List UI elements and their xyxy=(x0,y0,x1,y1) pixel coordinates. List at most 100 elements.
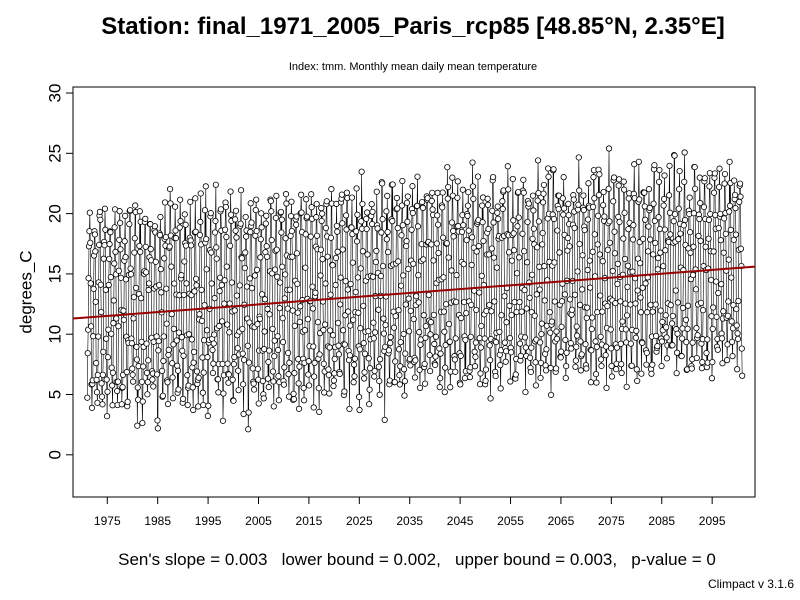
data-point xyxy=(321,321,329,328)
data-point xyxy=(314,318,322,326)
data-point xyxy=(274,333,281,340)
data-point xyxy=(542,367,550,374)
data-point xyxy=(551,259,558,266)
data-point xyxy=(97,216,104,223)
data-point xyxy=(643,361,650,368)
x-tick-label: 2005 xyxy=(245,514,272,528)
data-point xyxy=(308,204,315,211)
data-point xyxy=(327,234,335,241)
data-point xyxy=(99,371,106,378)
data-point xyxy=(342,278,349,285)
data-point xyxy=(361,375,368,382)
data-point xyxy=(409,183,416,190)
data-point xyxy=(380,315,387,322)
data-point xyxy=(681,178,688,186)
data-point xyxy=(354,274,361,281)
data-point xyxy=(396,372,403,379)
data-point xyxy=(331,370,338,377)
data-point xyxy=(122,276,130,283)
data-point xyxy=(598,362,605,370)
data-point xyxy=(410,315,417,323)
data-point xyxy=(395,258,402,265)
data-point xyxy=(200,401,207,409)
data-point xyxy=(127,271,135,278)
data-point xyxy=(621,186,628,193)
data-point xyxy=(383,236,390,243)
data-point xyxy=(458,228,466,236)
data-point xyxy=(300,397,308,404)
data-point xyxy=(485,225,492,233)
data-point xyxy=(683,338,690,346)
data-point xyxy=(470,195,477,203)
data-point xyxy=(375,363,382,370)
data-point xyxy=(728,318,735,325)
data-point xyxy=(335,351,343,358)
data-point xyxy=(477,344,485,351)
data-point xyxy=(457,381,464,388)
data-point xyxy=(318,205,325,212)
data-point xyxy=(472,339,479,346)
data-point xyxy=(650,200,657,207)
data-point xyxy=(430,257,437,264)
data-point xyxy=(465,189,472,196)
data-point xyxy=(525,200,532,207)
x-tick-label: 1975 xyxy=(94,514,121,528)
data-point xyxy=(227,242,234,249)
data-point xyxy=(492,339,500,346)
data-point xyxy=(366,401,373,408)
data-point xyxy=(169,374,176,381)
data-point xyxy=(329,332,337,339)
data-point xyxy=(736,180,744,187)
data-point xyxy=(243,283,251,290)
data-point xyxy=(260,395,267,402)
data-point xyxy=(199,389,206,396)
data-point xyxy=(248,285,256,292)
data-point xyxy=(219,360,226,368)
data-point xyxy=(253,196,260,203)
data-point xyxy=(180,395,187,402)
data-point xyxy=(530,207,537,214)
data-point xyxy=(540,190,547,197)
data-point xyxy=(227,211,235,218)
data-point xyxy=(187,242,195,249)
data-point xyxy=(499,198,506,205)
data-point xyxy=(482,377,489,384)
data-point xyxy=(160,357,167,364)
data-point xyxy=(230,397,237,404)
data-point xyxy=(582,341,589,348)
data-point xyxy=(201,207,209,214)
data-point xyxy=(237,220,244,227)
data-point xyxy=(203,235,210,243)
data-point xyxy=(600,189,607,196)
data-point xyxy=(432,333,440,340)
data-point xyxy=(587,284,594,291)
data-point xyxy=(164,379,171,386)
x-tick-label: 2045 xyxy=(447,514,474,528)
data-point xyxy=(158,367,166,374)
data-point xyxy=(732,205,739,212)
data-point xyxy=(429,189,436,196)
data-point xyxy=(122,212,129,219)
data-point xyxy=(158,289,165,296)
data-point xyxy=(182,221,189,228)
data-point xyxy=(376,356,384,363)
data-point xyxy=(502,358,509,365)
data-point xyxy=(615,182,622,189)
data-point xyxy=(720,249,727,256)
data-point xyxy=(662,312,669,319)
data-point xyxy=(659,318,666,325)
data-point xyxy=(675,205,682,212)
data-point xyxy=(572,357,579,364)
data-point xyxy=(361,369,368,376)
data-point xyxy=(234,345,241,352)
data-point xyxy=(104,388,111,395)
data-point xyxy=(579,286,586,293)
data-point xyxy=(298,191,305,198)
data-point xyxy=(255,400,262,407)
data-point xyxy=(694,332,701,339)
data-point xyxy=(225,379,232,386)
data-point xyxy=(476,289,483,296)
data-point xyxy=(720,308,727,315)
data-point xyxy=(575,201,582,208)
